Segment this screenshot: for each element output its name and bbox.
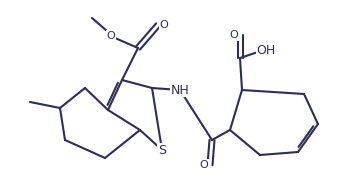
Text: OH: OH bbox=[256, 44, 276, 56]
Text: S: S bbox=[158, 143, 166, 157]
Text: O: O bbox=[159, 20, 168, 30]
Text: O: O bbox=[230, 30, 238, 40]
Text: O: O bbox=[200, 160, 208, 170]
Text: NH: NH bbox=[171, 84, 189, 96]
Text: O: O bbox=[107, 31, 115, 41]
